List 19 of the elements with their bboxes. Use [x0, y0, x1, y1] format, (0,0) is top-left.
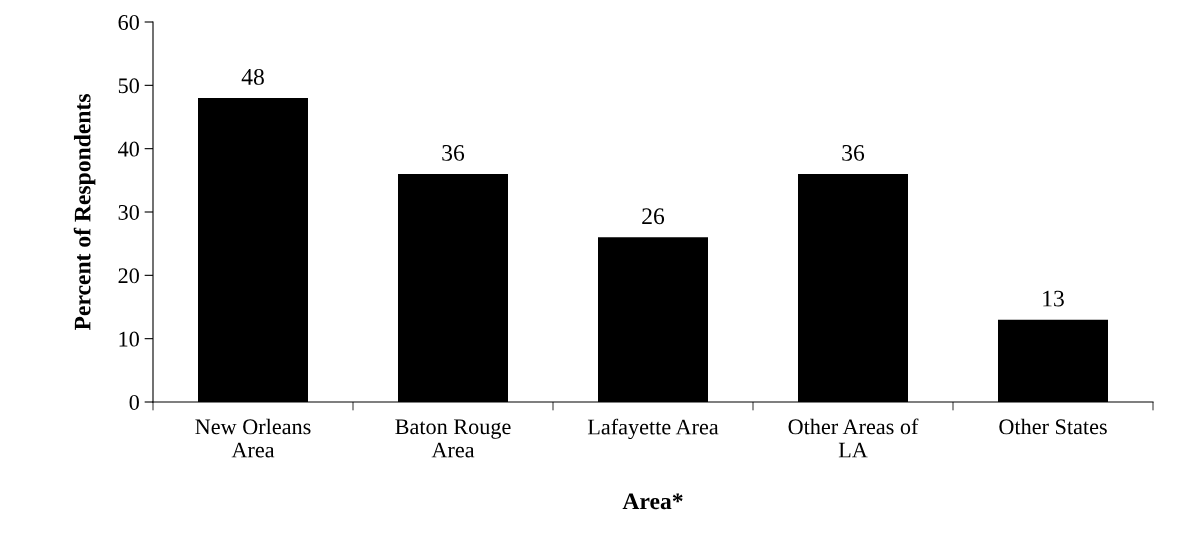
y-tick-label: 30 [118, 204, 139, 220]
x-tick-label: New Orleans Area [195, 418, 311, 458]
x-tick-label: Baton Rouge Area [395, 419, 511, 458]
data-label: 48 [241, 68, 264, 85]
data-label: 36 [442, 145, 465, 161]
y-tick-label: 10 [119, 331, 139, 347]
y-tick-label: 0 [129, 394, 139, 410]
y-tick-label: 40 [118, 141, 139, 157]
data-label: 36 [842, 145, 865, 161]
data-label: 13 [1043, 290, 1064, 307]
data-label: 26 [642, 208, 665, 225]
y-tick-label: 20 [118, 268, 139, 284]
x-axis-title: Area* [622, 493, 683, 510]
y-tick-label: 60 [118, 14, 139, 30]
y-tick-label: 50 [118, 78, 139, 94]
y-axis-title: Percent of Respondents [73, 94, 96, 331]
x-tick-label: Other Areas of LA [788, 418, 919, 458]
x-tick-label: Other States [999, 418, 1107, 435]
x-tick-label: Lafayette Area [587, 418, 719, 440]
